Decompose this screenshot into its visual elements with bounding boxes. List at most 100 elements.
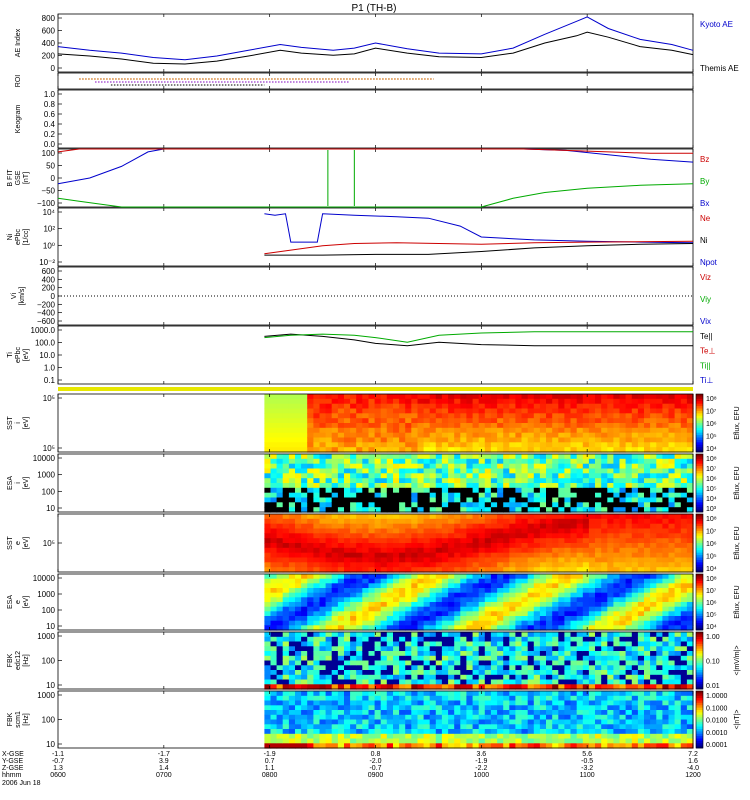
spectrogram-cell (276, 478, 284, 484)
spectrogram-cell (362, 432, 369, 439)
spectrogram-cell (601, 408, 608, 414)
spectrogram-cell (497, 606, 504, 612)
spectrogram-cell (607, 557, 614, 563)
spectrogram-cell (570, 641, 578, 647)
spectrogram-cell (546, 632, 553, 638)
spectrogram-cell (478, 403, 486, 410)
spectrogram-cell (466, 468, 474, 474)
spectrogram-cell (276, 660, 284, 666)
spectrogram-cell (533, 507, 541, 513)
spectrogram-cell (680, 616, 688, 622)
spectrogram-cell (411, 625, 418, 631)
spectrogram-cell (539, 523, 547, 530)
spectrogram-cell (368, 695, 376, 702)
spectrogram-cell (552, 418, 559, 424)
spectrogram-cell (270, 473, 278, 479)
spectrogram-cell (607, 665, 614, 671)
spectrogram-cell (319, 468, 327, 474)
colorbar-cell (696, 425, 703, 429)
spectrogram-cell (680, 454, 688, 460)
spectrogram-cell (295, 665, 302, 671)
spectrogram-cell (435, 674, 443, 681)
spectrogram-cell (356, 691, 363, 697)
spectrogram-cell (313, 437, 321, 443)
spectrogram-cell (288, 518, 296, 525)
spectrogram-cell (307, 432, 314, 439)
spectrogram-cell (674, 483, 682, 489)
spectrogram-cell (527, 403, 535, 410)
spectrogram-cell (539, 478, 547, 484)
spectrogram-cell (686, 514, 694, 520)
spectrogram-cell (552, 611, 559, 617)
spectrogram-cell (423, 492, 431, 499)
spectrogram-cell (546, 616, 553, 622)
spectrogram-cell (533, 679, 541, 685)
spectrogram-cell (521, 418, 529, 424)
spectrogram-cell (650, 423, 657, 429)
spectrogram-cell (576, 437, 584, 443)
spectrogram-cell (478, 616, 486, 622)
spectrogram-cell (356, 602, 363, 608)
spectrogram-cell (417, 670, 425, 676)
spectrogram-cell (380, 543, 388, 549)
spectrogram-cell (503, 583, 510, 589)
spectrogram-cell (552, 674, 559, 681)
spectrogram-cell (637, 492, 645, 499)
spectrogram-cell (423, 463, 431, 470)
spectrogram-cell (656, 398, 663, 405)
spectrogram-cell (393, 432, 400, 439)
spectrogram-cell (270, 408, 278, 414)
spectrogram-cell (686, 557, 694, 563)
spectrogram-cell (368, 403, 376, 410)
spectrogram-cell (313, 583, 321, 589)
spectrogram-cell (490, 518, 498, 525)
spectrogram-cell (301, 528, 308, 534)
colorbar-cell (696, 398, 703, 402)
spectrogram-cell (552, 528, 559, 534)
spectrogram-cell (429, 454, 437, 460)
spectrogram-cell (454, 646, 461, 652)
spectrogram-cell (521, 665, 529, 671)
spectrogram-cell (668, 655, 676, 662)
spectrogram-cell (295, 705, 302, 711)
spectrogram-cell (405, 547, 412, 554)
spectrogram-cell (539, 636, 547, 643)
spectrogram-cell (552, 646, 559, 652)
spectrogram-cell (368, 651, 376, 657)
spectrogram-cell (270, 625, 278, 631)
spectrogram-cell (539, 616, 547, 622)
spectrogram-cell (331, 394, 339, 400)
spectrogram-cell (337, 674, 345, 681)
spectrogram-cell (515, 547, 523, 554)
spectrogram-cell (435, 552, 443, 559)
spectrogram-cell (558, 413, 565, 419)
spectrogram-cell (595, 616, 602, 622)
spectrogram-cell (319, 533, 327, 539)
spectrogram-cell (595, 606, 602, 612)
spectrogram-cell (295, 641, 302, 647)
y-axis-label: ESA (7, 595, 14, 609)
spectrogram-cell (301, 578, 308, 584)
spectrogram-cell (282, 700, 290, 706)
spectrogram-cell (595, 423, 602, 429)
colorbar-tick-label: 10⁶ (706, 476, 717, 483)
spectrogram-cell (509, 447, 516, 453)
colorbar-cell (696, 447, 703, 450)
spectrogram-cell (350, 483, 357, 489)
spectrogram-cell (319, 695, 327, 702)
spectrogram-cell (270, 710, 278, 716)
spectrogram-cell (686, 413, 694, 419)
spectrogram-cell (466, 655, 474, 662)
spectrogram-cell (301, 611, 308, 617)
colorbar-tick-label: 10⁴ (706, 624, 717, 631)
spectrogram-cell (588, 483, 596, 489)
spectrogram-cell (368, 625, 376, 631)
spectrogram-cell (686, 567, 694, 573)
spectrogram-cell (503, 574, 510, 580)
y-tick-label: −600 (37, 317, 56, 326)
spectrogram-cell (509, 463, 516, 470)
spectrogram-cell (386, 427, 394, 434)
spectrogram-cell (264, 547, 272, 554)
spectrogram-cell (515, 592, 523, 598)
spectrogram-cell (374, 583, 382, 589)
